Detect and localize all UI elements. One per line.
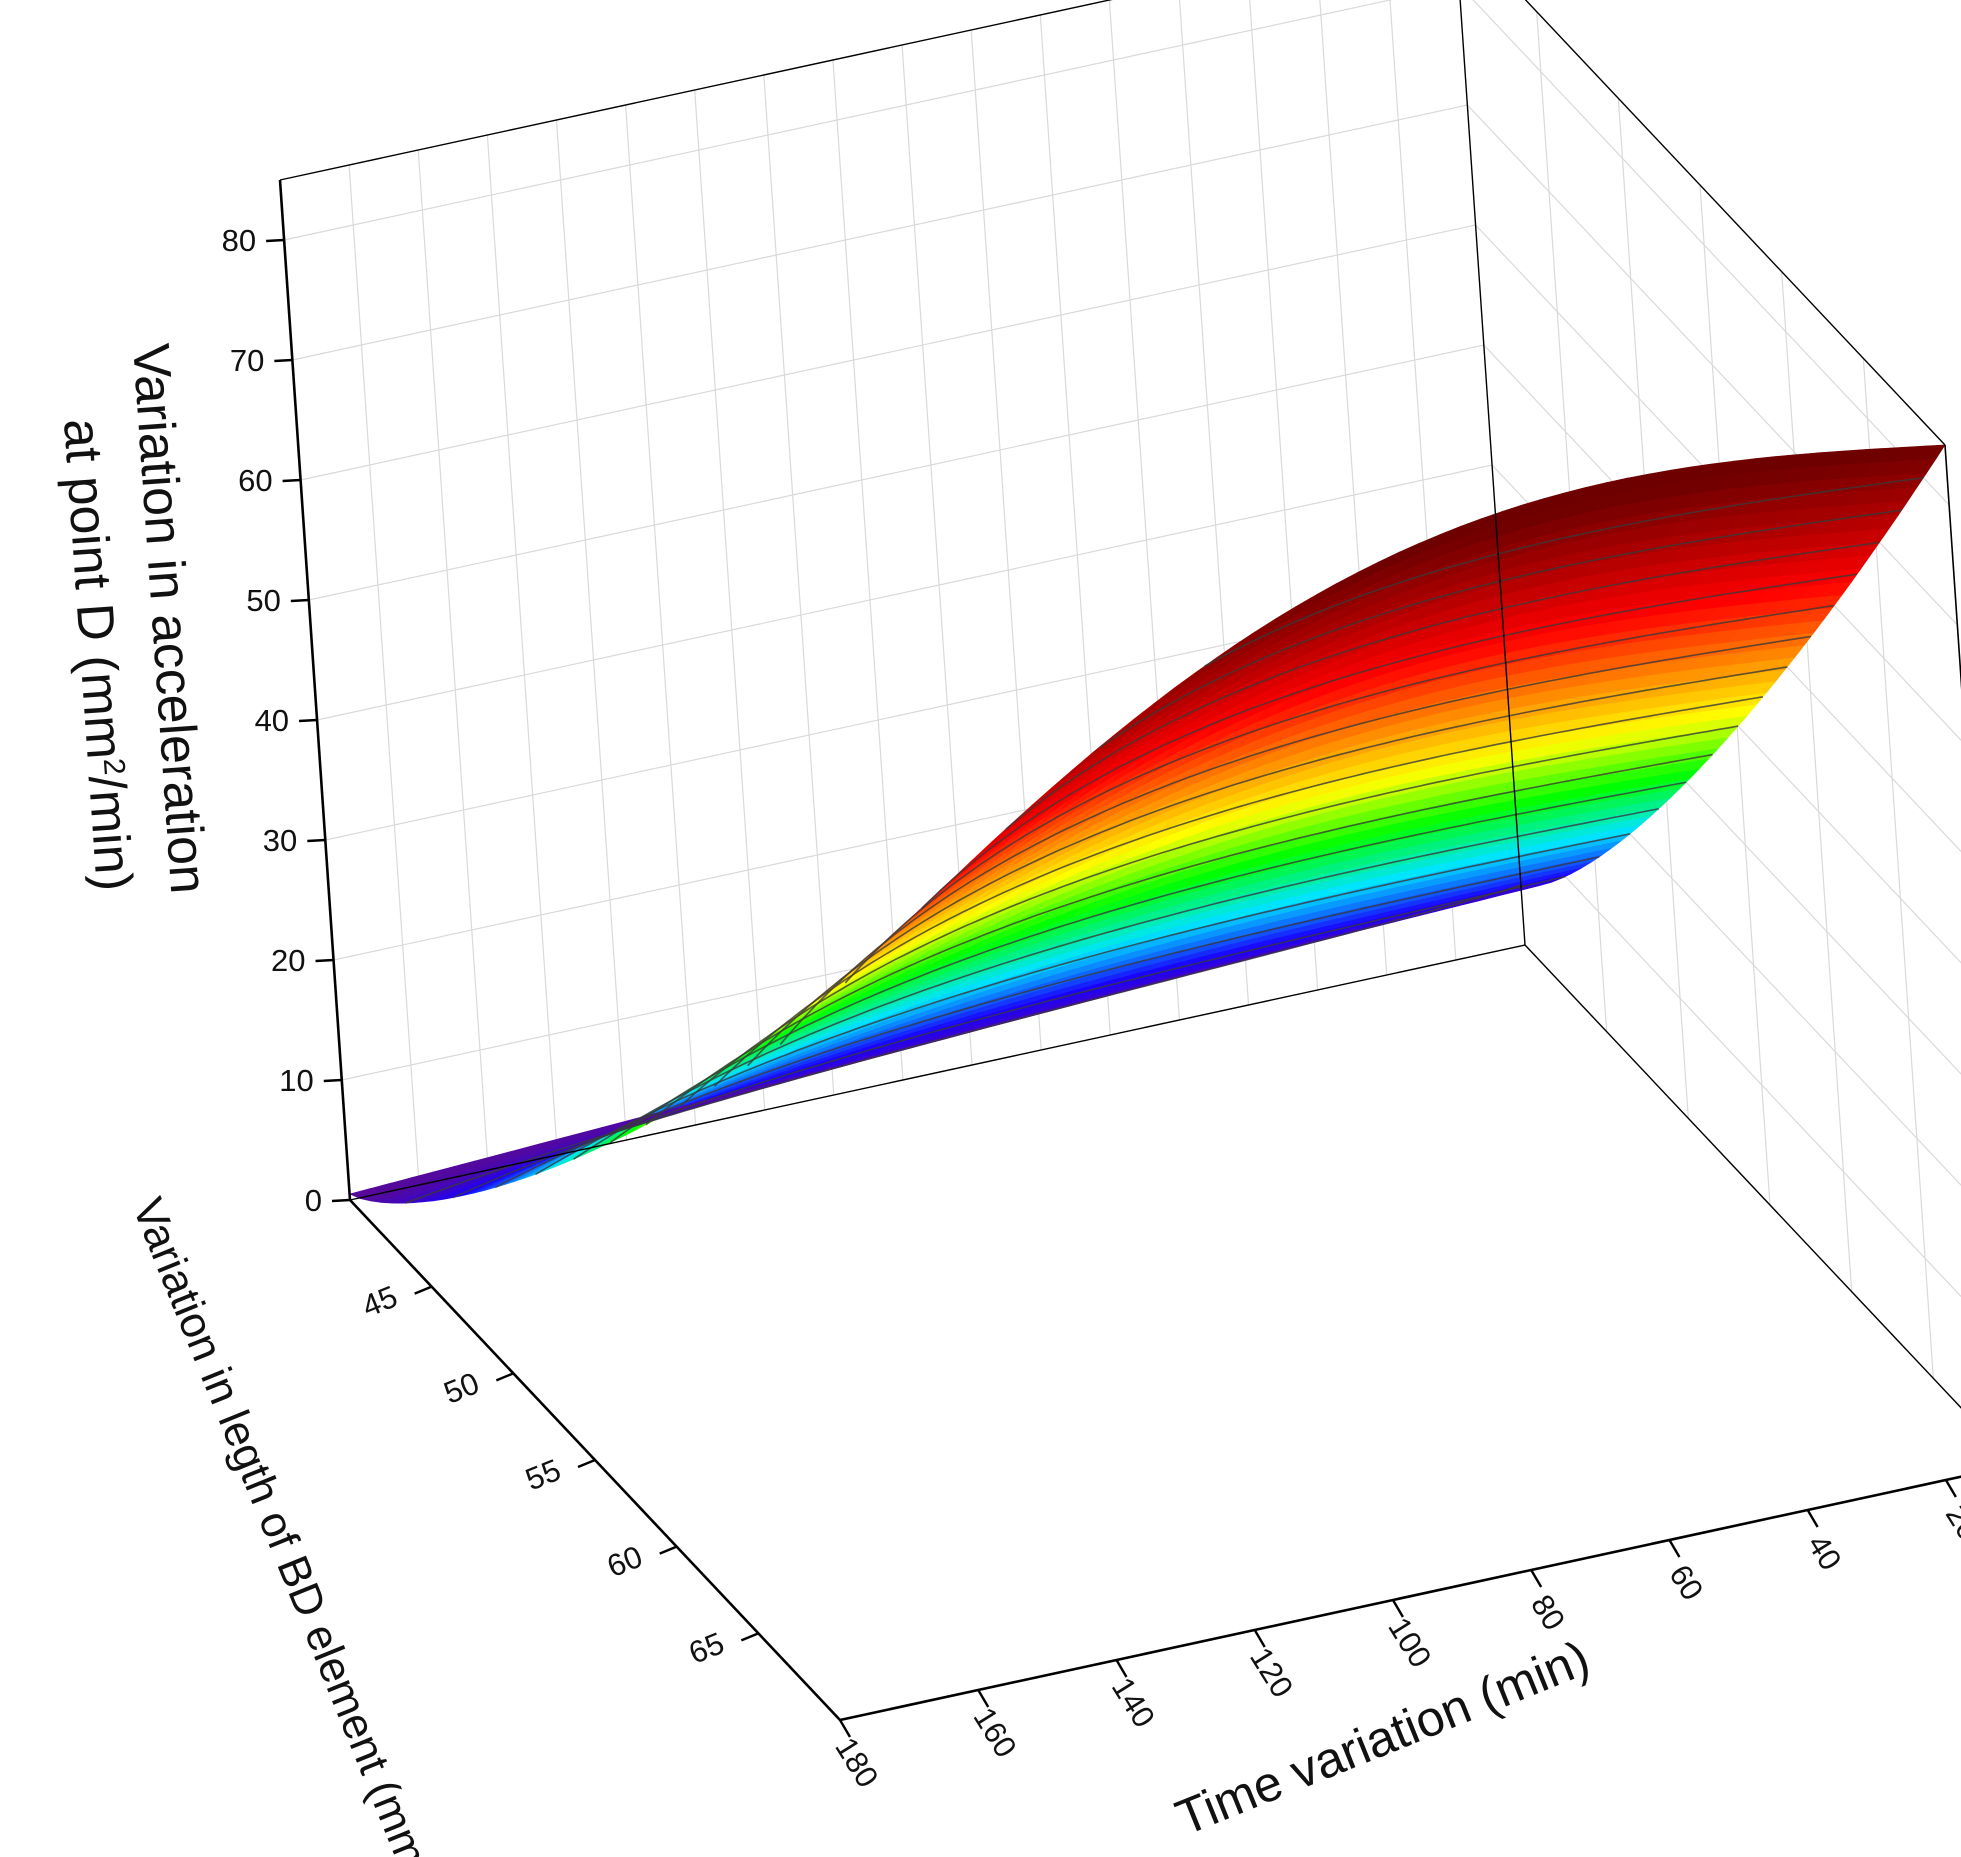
z-axis-title-sup: 2	[97, 757, 131, 776]
z-tick	[274, 358, 293, 363]
contour-line	[844, 604, 1835, 984]
z-tick-label: 70	[230, 343, 264, 378]
y-tick-label: 50	[439, 1365, 484, 1410]
contour-line	[645, 753, 1713, 1126]
axis-ticks: 0 10 20 30 40 50 60 70 80 45 50 55 60 65 20 40 60 80 100 12…	[222, 223, 1961, 1794]
z-tick	[282, 478, 301, 483]
z-tick	[323, 1078, 342, 1083]
gridline-x	[763, 74, 835, 1096]
y-tick-label: 55	[521, 1452, 566, 1497]
x-tick	[1391, 1599, 1404, 1618]
axis-line	[278, 179, 352, 1201]
gridline-x	[624, 104, 697, 1126]
gridline-x	[555, 119, 628, 1141]
z-tick-label: 0	[305, 1183, 322, 1218]
contour-line	[452, 875, 1566, 1199]
x-tick-label: 40	[1801, 1529, 1849, 1577]
z-tick-label: 10	[279, 1063, 313, 1098]
z-tick-label: 40	[255, 703, 289, 738]
axis-line	[1459, 0, 1526, 946]
x-axis-title: Time variation (min)	[1168, 1629, 1597, 1846]
y-tick-label: 60	[602, 1539, 647, 1584]
contour-line	[747, 666, 1788, 1067]
z-tick	[331, 1198, 351, 1203]
z-tick-label: 50	[246, 583, 280, 618]
x-tick-label: 180	[828, 1731, 885, 1793]
y-tick	[414, 1285, 433, 1295]
gridline-x	[486, 134, 558, 1156]
z-tick	[307, 838, 326, 843]
x-tick-label: 120	[1243, 1641, 1300, 1703]
contour-line	[609, 781, 1687, 1144]
x-tick	[1806, 1509, 1819, 1528]
x-tick	[1668, 1539, 1681, 1558]
z-axis-title-prefix: at point D (mm	[52, 417, 134, 761]
y-tick	[495, 1372, 514, 1382]
contour-line	[405, 884, 1522, 1204]
contour-line	[779, 635, 1812, 1046]
contour-line	[573, 808, 1659, 1160]
x-tick-label: 160	[967, 1701, 1024, 1763]
x-tick	[1115, 1659, 1128, 1678]
x-tick-label: 20	[1939, 1499, 1961, 1547]
contour-line	[713, 696, 1764, 1087]
z-axis-title-line2: at point D (mm2/min)	[52, 417, 143, 893]
gridline-x	[694, 89, 766, 1111]
y-tick	[659, 1545, 678, 1555]
z-tick-label: 80	[222, 223, 256, 258]
x-tick-label: 60	[1662, 1559, 1710, 1607]
z-tick-label: 20	[271, 943, 305, 978]
y-tick	[740, 1632, 759, 1642]
z-tick	[290, 598, 309, 603]
contour-line	[1005, 541, 1880, 830]
x-tick-label: 140	[1105, 1671, 1162, 1733]
contour-line	[1204, 477, 1924, 667]
contour-line	[1098, 509, 1902, 749]
gridline-x	[348, 164, 420, 1186]
axis-line	[1524, 0, 1946, 446]
y-tick	[577, 1458, 596, 1469]
z-tick-label: 60	[238, 463, 272, 498]
x-tick	[1530, 1569, 1543, 1588]
x-tick	[838, 1719, 852, 1738]
z-axis-title-suffix: /min)	[77, 774, 143, 893]
contour-lines	[405, 477, 1924, 1204]
x-tick-label: 80	[1524, 1589, 1572, 1637]
contour-line	[495, 856, 1600, 1189]
x-tick	[977, 1689, 990, 1708]
x-tick	[1253, 1629, 1266, 1648]
x-tick-label: 100	[1381, 1611, 1438, 1673]
axis-line	[349, 944, 1526, 1201]
y-tick-label: 45	[357, 1279, 402, 1324]
axis-line	[839, 1475, 1961, 1722]
axis-line	[279, 0, 1113, 181]
gridline-x	[832, 59, 904, 1081]
z-tick	[298, 718, 318, 723]
axis-line	[1944, 444, 1961, 690]
z-tick	[266, 238, 285, 243]
y-tick-label: 65	[684, 1625, 729, 1670]
z-tick	[315, 958, 334, 963]
gridline-x	[417, 149, 489, 1171]
gridline-z	[349, 944, 1961, 1409]
z-tick-label: 30	[263, 823, 297, 858]
axis-line	[1524, 944, 1961, 1409]
gridline-y	[1781, 271, 1853, 1292]
x-tick	[1944, 1479, 1957, 1498]
contour-line	[921, 573, 1858, 909]
